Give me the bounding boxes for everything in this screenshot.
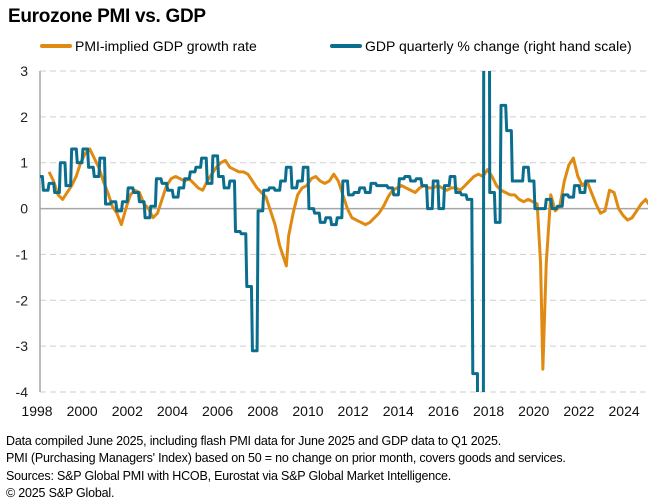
x-tick-label: 2000 — [67, 403, 98, 419]
x-tick-label: 2012 — [338, 403, 369, 419]
legend: PMI-implied GDP growth rate GDP quarterl… — [0, 38, 667, 58]
footnote-copyright: © 2025 S&P Global. — [6, 485, 115, 500]
y-tick-label: 3 — [20, 63, 28, 79]
legend-swatch-gdp — [330, 44, 362, 48]
series-lines — [40, 71, 648, 392]
x-tick-label: 2010 — [292, 403, 323, 419]
y-tick-label: -1 — [16, 246, 29, 262]
chart-plot: 3 2 1 0 -1 -2 -3 -4 1998 2000 2002 2004 2006 2008 201… — [16, 63, 648, 419]
footnote-sources: Sources: S&P Global PMI with HCOB, Euros… — [6, 468, 452, 483]
x-tick-label: 2024 — [609, 403, 640, 419]
footnotes: Data compiled June 2025, including flash… — [6, 433, 566, 502]
footnote-data-compiled: Data compiled June 2025, including flash… — [6, 434, 502, 448]
x-tick-label: 2006 — [202, 403, 233, 419]
legend-label-gdp: GDP quarterly % change (right hand scale… — [365, 38, 632, 54]
x-tick-label: 2008 — [247, 403, 278, 419]
y-tick-label: -4 — [16, 384, 29, 400]
y-tick-label: -3 — [16, 338, 29, 354]
y-tick-label: 0 — [20, 201, 28, 217]
x-tick-label: 2020 — [518, 403, 549, 419]
footnote-pmi-definition: PMI (Purchasing Managers' Index) based o… — [6, 451, 566, 466]
legend-swatch-pmi — [40, 44, 72, 48]
x-tick-label: 1998 — [21, 403, 52, 419]
series-line-gdp — [40, 71, 597, 392]
y-axis-ticks: 3 2 1 0 -1 -2 -3 -4 — [16, 63, 29, 400]
x-axis-ticks: 1998 2000 2002 2004 2006 2008 2010 2012 2014 2016… — [21, 403, 639, 419]
legend-item-gdp: GDP quarterly % change (right hand scale… — [330, 38, 632, 54]
legend-item-pmi: PMI-implied GDP growth rate — [40, 38, 257, 54]
chart-title: Eurozone PMI vs. GDP — [8, 6, 206, 27]
x-tick-label: 2018 — [473, 403, 504, 419]
x-tick-label: 2002 — [112, 403, 143, 419]
x-tick-label: 2022 — [563, 403, 594, 419]
x-tick-label: 2014 — [383, 403, 414, 419]
legend-label-pmi: PMI-implied GDP growth rate — [75, 38, 257, 54]
series-line-pmi — [47, 147, 648, 371]
y-tick-label: -2 — [16, 292, 29, 308]
gridlines — [40, 70, 648, 393]
x-tick-label: 2004 — [157, 403, 188, 419]
y-tick-label: 1 — [20, 155, 28, 171]
y-tick-label: 2 — [20, 109, 28, 125]
x-tick-label: 2016 — [428, 403, 459, 419]
